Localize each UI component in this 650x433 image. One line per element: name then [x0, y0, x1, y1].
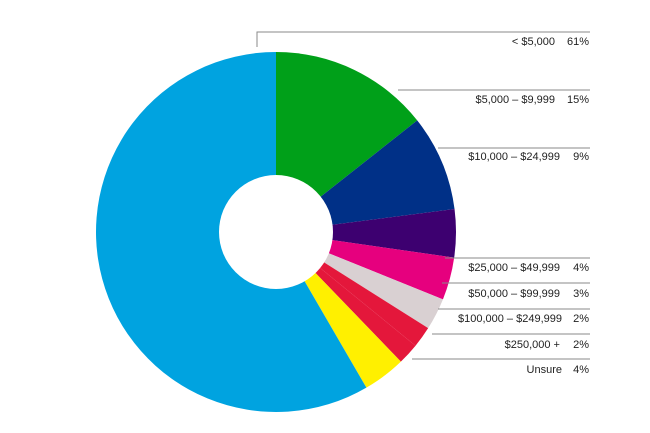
value-5000-9999: 15% — [567, 94, 589, 106]
value-unsure: 4% — [573, 364, 589, 376]
label-lt-5000: < $5,000 — [512, 36, 555, 48]
value-50000-99999: 3% — [573, 288, 589, 300]
leader-line-0 — [256, 31, 590, 47]
value-25000-49999: 4% — [573, 262, 589, 274]
value-10000-24999: 9% — [573, 151, 589, 163]
label-50000-99999: $50,000 – $99,999 — [468, 288, 560, 300]
value-lt-5000: 61% — [567, 36, 589, 48]
label-250000-plus: $250,000 + — [505, 339, 560, 351]
label-100000-249999: $100,000 – $249,999 — [458, 313, 562, 325]
label-10000-24999: $10,000 – $24,999 — [468, 151, 560, 163]
value-100000-249999: 2% — [573, 313, 589, 325]
label-unsure: Unsure — [527, 364, 562, 376]
value-250000-plus: 2% — [573, 339, 589, 351]
slice-2 — [276, 209, 457, 258]
slice-0 — [276, 52, 418, 232]
labels-group: < $5,000 61% $5,000 – $9,999 15% $10,000… — [458, 36, 589, 376]
donut-hole — [219, 175, 333, 289]
label-5000-9999: $5,000 – $9,999 — [475, 94, 555, 106]
leader-lines-group — [256, 31, 590, 360]
label-25000-49999: $25,000 – $49,999 — [468, 262, 560, 274]
